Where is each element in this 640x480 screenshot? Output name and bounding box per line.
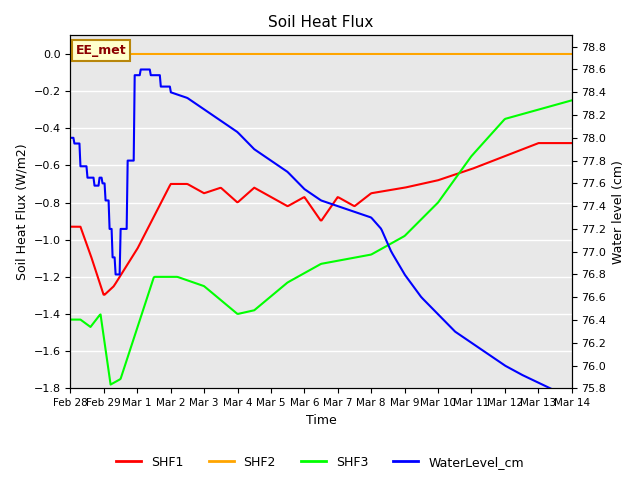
- Legend: SHF1, SHF2, SHF3, WaterLevel_cm: SHF1, SHF2, SHF3, WaterLevel_cm: [111, 451, 529, 474]
- Text: EE_met: EE_met: [76, 44, 126, 57]
- Title: Soil Heat Flux: Soil Heat Flux: [268, 15, 374, 30]
- Y-axis label: Soil Heat Flux (W/m2): Soil Heat Flux (W/m2): [15, 144, 28, 280]
- X-axis label: Time: Time: [306, 414, 337, 427]
- Y-axis label: Water level (cm): Water level (cm): [612, 160, 625, 264]
